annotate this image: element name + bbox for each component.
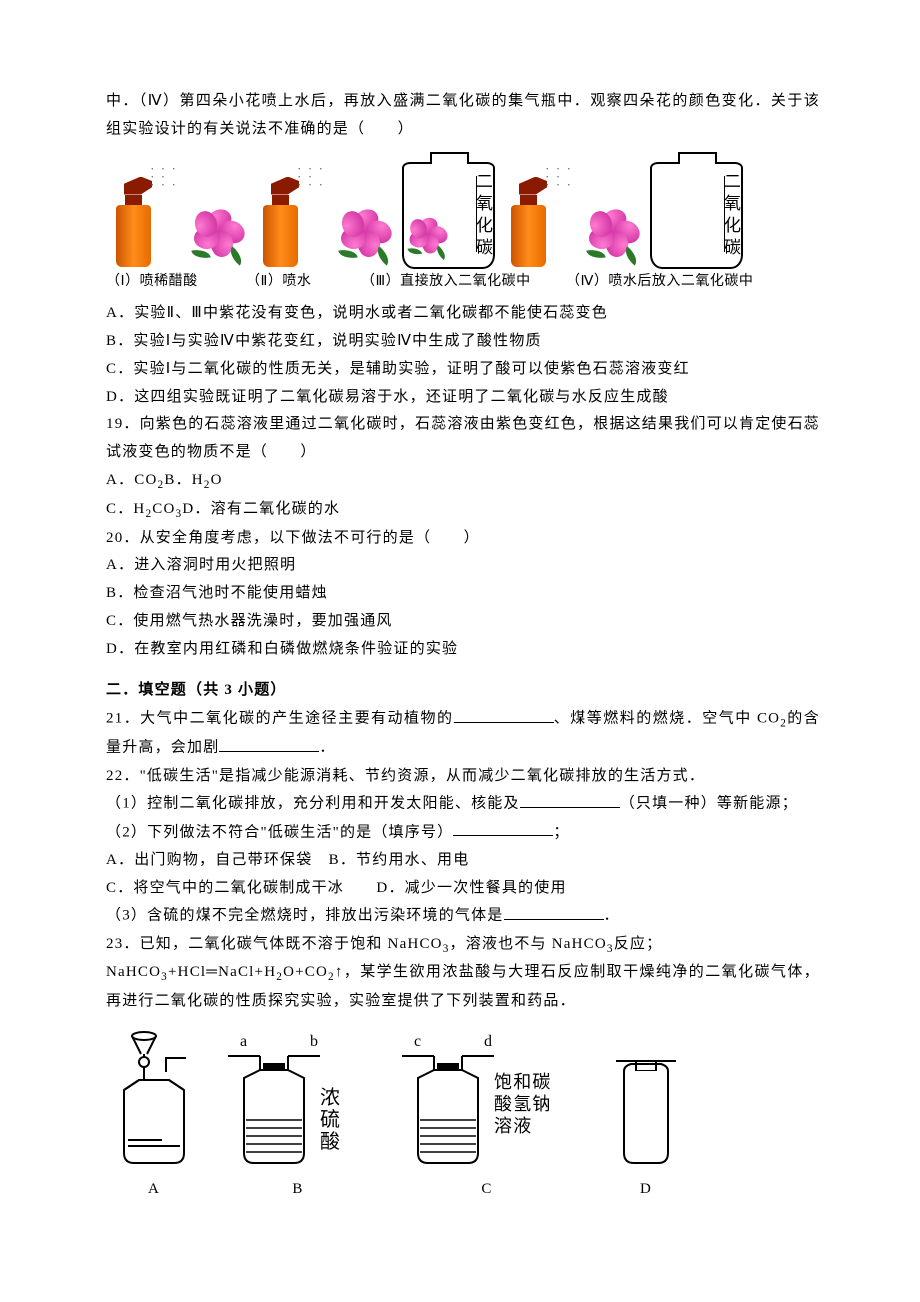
wash-bottle-c-icon: c d 饱和碳 酸氢钠 溶液 [402, 1028, 572, 1168]
wash-bottle-b-icon: a b 浓 硫 酸 [228, 1028, 368, 1168]
q19-stem: 19．向紫色的石蕊溶液里通过二氧化碳时，石蕊溶液由紫色变红色，根据这结果我们可以… [106, 411, 820, 467]
q19-line-ab: A．CO2B．H2O [106, 467, 820, 496]
jar-label: 二氧化碳 [467, 172, 498, 260]
blank[interactable] [219, 734, 319, 752]
cap-4: （Ⅳ）喷水后放入二氧化碳中 [566, 269, 753, 295]
q22-a: A．出门购物，自己带环保袋 B．节约用水、用电 [106, 847, 820, 875]
svg-text:浓: 浓 [320, 1086, 341, 1109]
jar-4: 二氧化碳 [648, 152, 743, 267]
cap-1: （Ⅰ）喷稀醋酸 [106, 269, 246, 295]
q18-opt-a: A．实验Ⅱ、Ⅲ中紫花没有变色，说明水或者二氧化碳都不能使石蕊变色 [106, 300, 820, 328]
q20-d: D．在教室内用红磷和白磷做燃烧条件验证的实验 [106, 636, 820, 664]
jar-3: 二氧化碳 [400, 152, 495, 267]
svg-text:a: a [240, 1033, 248, 1050]
svg-text:酸氢钠: 酸氢钠 [494, 1094, 552, 1114]
q22-stem: 22．"低碳生活"是指减少能源消耗、节约资源，从而减少二氧化碳排放的生活方式． [106, 763, 820, 791]
label-a: A [114, 1176, 194, 1204]
svg-text:酸: 酸 [320, 1130, 341, 1153]
blank[interactable] [454, 705, 554, 723]
gas-jar-icon [606, 1028, 686, 1168]
q18-opt-d: D．这四组实验既证明了二氧化碳易溶于水，还证明了二氧化碳与水反应生成酸 [106, 384, 820, 412]
svg-text:c: c [414, 1033, 422, 1050]
q22-p3: （3）含硫的煤不完全燃烧时，排放出污染环境的气体是． [106, 902, 820, 930]
q20-a: A．进入溶洞时用火把照明 [106, 552, 820, 580]
blank[interactable] [453, 819, 553, 837]
svg-text:硫: 硫 [320, 1108, 341, 1131]
q22-p2: （2）下列做法不符合"低碳生活"的是（填序号）； [106, 819, 820, 847]
q20-b: B．检查沼气池时不能使用蜡烛 [106, 580, 820, 608]
label-d: D [606, 1176, 686, 1204]
blank[interactable] [504, 902, 604, 920]
spray-bottle-2: ･ ･ ･･ ･･ ･ ･ [253, 162, 333, 267]
label-b: B [228, 1176, 368, 1204]
q18-opt-c: C．实验Ⅰ与二氧化碳的性质无关，是辅助实验，证明了酸可以使紫色石蕊溶液变红 [106, 356, 820, 384]
q22-p1: （1）控制二氧化碳排放，充分利用和开发太阳能、核能及（只填一种）等新能源； [106, 790, 820, 818]
experiment-captions: （Ⅰ）喷稀醋酸 （Ⅱ）喷水 （Ⅲ）直接放入二氧化碳中 （Ⅳ）喷水后放入二氧化碳中 [106, 269, 820, 295]
spray-bottle-1: ･ ･ ･･ ･･ ･ ･ [106, 162, 186, 267]
q18-intro: 中．（Ⅳ）第四朵小花喷上水后，再放入盛满二氧化碳的集气瓶中．观察四朵花的颜色变化… [106, 88, 820, 144]
flask-funnel-icon [114, 1028, 194, 1168]
svg-text:b: b [310, 1033, 319, 1050]
apparatus-c: c d 饱和碳 酸氢钠 溶液 C [402, 1028, 572, 1204]
q21: 21．大气中二氧化碳的产生途径主要有动植物的、煤等燃料的燃烧．空气中 CO2的含… [106, 705, 820, 763]
q22-c: C．将空气中的二氧化碳制成干冰 D．减少一次性餐具的使用 [106, 875, 820, 903]
spray-bottle-4: ･ ･ ･･ ･･ ･ ･ [501, 162, 581, 267]
svg-text:饱和碳: 饱和碳 [494, 1072, 552, 1092]
blank[interactable] [520, 790, 620, 808]
q18-opt-b: B．实验Ⅰ与实验Ⅳ中紫花变红，说明实验Ⅳ中生成了酸性物质 [106, 328, 820, 356]
cap-3: （Ⅲ）直接放入二氧化碳中 [361, 269, 566, 295]
q20-c: C．使用燃气热水器洗澡时，要加强通风 [106, 608, 820, 636]
apparatus-a: A [114, 1028, 194, 1204]
flower-2 [339, 204, 394, 259]
q19-line-cd: C．H2CO3D．溶有二氧化碳的水 [106, 496, 820, 525]
apparatus-d: D [606, 1028, 686, 1204]
flower-4 [587, 204, 642, 259]
q23-l2: NaHCO3+HCl═NaCl+H2O+CO2↑，某学生欲用浓盐酸与大理石反应制… [106, 959, 820, 1016]
experiment-diagram-row: ･ ･ ･･ ･･ ･ ･ ･ ･ ･･ ･･ ･ ･ 二氧化碳 ･ ･ ･･ … [106, 152, 820, 267]
apparatus-b: a b 浓 硫 酸 B [228, 1028, 368, 1204]
section-2-heading: 二．填空题（共 3 小题） [106, 677, 820, 705]
cap-2: （Ⅱ）喷水 [246, 269, 361, 295]
q23-l1: 23．已知，二氧化碳气体既不溶于饱和 NaHCO3，溶液也不与 NaHCO3反应… [106, 931, 820, 960]
jar-label: 二氧化碳 [715, 172, 746, 260]
svg-text:d: d [484, 1033, 493, 1050]
flower-1 [192, 204, 247, 259]
q20-stem: 20．从安全角度考虑，以下做法不可行的是（ ） [106, 525, 820, 553]
apparatus-row: A a b 浓 硫 酸 [114, 1028, 820, 1204]
label-c: C [402, 1176, 572, 1204]
svg-text:溶液: 溶液 [494, 1116, 532, 1136]
